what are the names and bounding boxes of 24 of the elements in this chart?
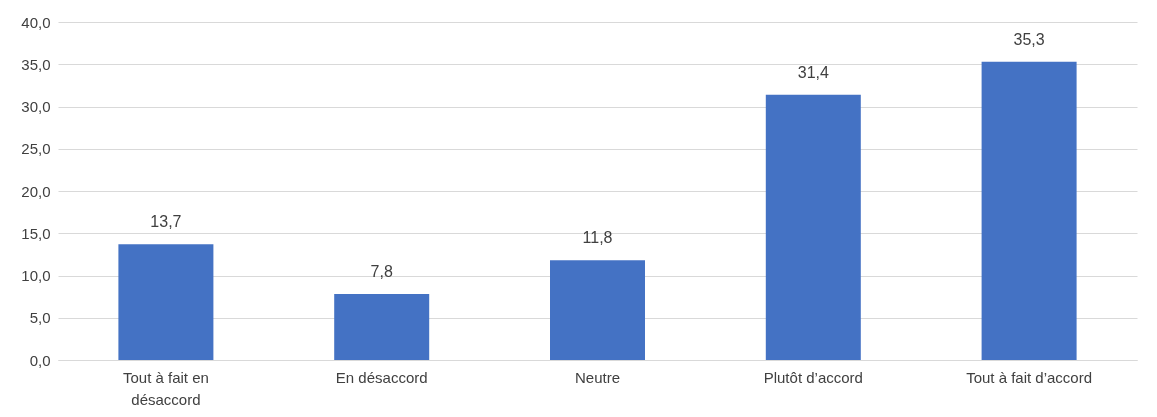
y-tick-label: 0,0	[29, 351, 51, 369]
bar	[550, 260, 645, 360]
x-tick-label: En désaccord	[335, 368, 428, 386]
bar	[118, 244, 214, 360]
x-tick-label: Neutre	[574, 368, 621, 386]
y-tick-label: 35,0	[21, 55, 51, 73]
data-label: 13,7	[150, 213, 182, 231]
y-tick-label: 20,0	[21, 182, 51, 200]
bar	[334, 294, 430, 360]
y-tick-label: 40,0	[21, 13, 51, 31]
x-tick-label: Tout à fait d’accord	[966, 368, 1093, 386]
bar	[981, 61, 1077, 360]
bar	[765, 94, 861, 360]
data-label: 31,4	[797, 63, 829, 81]
y-tick-label: 15,0	[21, 224, 51, 242]
y-tick-label: 25,0	[21, 140, 51, 158]
x-tick-label: Plutôt d’accord	[763, 368, 863, 386]
y-tick-label: 30,0	[21, 98, 51, 115]
y-tick-label: 5,0	[29, 309, 51, 327]
x-tick-label: Tout à fait en désaccord	[122, 368, 209, 408]
data-label: 7,8	[370, 263, 393, 281]
data-label: 11,8	[582, 229, 613, 247]
y-tick-label: 10,0	[21, 267, 51, 284]
data-label: 35,3	[1013, 30, 1045, 48]
